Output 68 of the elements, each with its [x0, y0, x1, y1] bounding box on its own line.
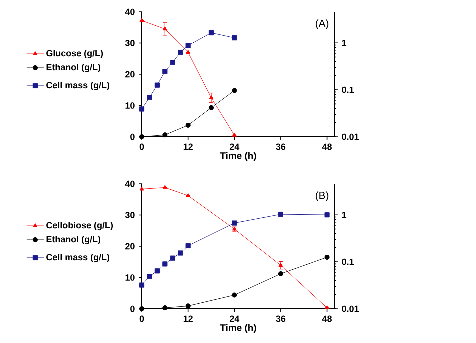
- point: [209, 95, 214, 100]
- point: [186, 243, 191, 249]
- x-axis-title: Time (h): [220, 152, 256, 162]
- point: [139, 282, 145, 288]
- point: [232, 88, 238, 94]
- legend-label: Cell mass (g/L): [46, 82, 110, 90]
- x-tick-label: 12: [184, 144, 193, 150]
- point: [232, 292, 238, 298]
- y2-tick-label: 0.1: [342, 86, 354, 94]
- point: [278, 212, 284, 218]
- y-tick-label: 0: [130, 134, 135, 140]
- point: [162, 132, 168, 138]
- y-tick-label: 30: [125, 40, 135, 46]
- x-tick-label: 48: [322, 144, 332, 150]
- point: [232, 220, 238, 226]
- point: [154, 268, 160, 274]
- point: [170, 60, 176, 66]
- point: [139, 106, 145, 112]
- point: [324, 212, 330, 218]
- legend-label: Glucose (g/L): [46, 50, 104, 58]
- y2-tick-label: 1: [342, 40, 347, 46]
- point: [162, 306, 168, 311]
- y-tick-label: 40: [125, 180, 135, 188]
- x-tick-label: 48: [322, 316, 332, 322]
- point: [147, 95, 152, 100]
- y2-tick-label: 1: [342, 212, 347, 218]
- legend-label: Cellobiose (g/L): [46, 222, 114, 230]
- legend-label: Ethanol (g/L): [46, 236, 101, 244]
- point: [208, 30, 214, 36]
- y-tick-label: 10: [126, 102, 135, 109]
- y2-tick-label: 0.01: [342, 306, 360, 312]
- legend-label: Cell mass (g/L): [46, 254, 110, 262]
- x-tick-label: 12: [184, 316, 193, 322]
- point: [162, 69, 168, 74]
- point: [139, 306, 145, 312]
- y2-tick-label: 0.1: [342, 258, 354, 266]
- x-tick-label: 36: [276, 144, 286, 150]
- text: (A): [316, 20, 329, 30]
- x-tick-label: 24: [230, 316, 240, 322]
- x-tick-label: 36: [276, 316, 286, 322]
- point: [324, 254, 330, 260]
- legend-label: Ethanol (g/L): [46, 64, 101, 72]
- y-tick-label: 10: [126, 274, 135, 281]
- point: [232, 36, 238, 41]
- x-tick-label: 0: [140, 144, 144, 150]
- y-tick-label: 0: [130, 306, 135, 312]
- x-axis-title: Time (h): [220, 324, 256, 334]
- y-tick-label: 30: [125, 212, 135, 218]
- y-tick-label: 40: [125, 8, 135, 16]
- point: [186, 193, 191, 198]
- text: (B): [316, 192, 329, 202]
- x-tick-label: 24: [230, 144, 240, 150]
- x-tick-label: 0: [140, 316, 144, 322]
- point: [170, 256, 176, 261]
- point: [186, 304, 191, 309]
- y2-tick-label: 0.01: [342, 134, 360, 140]
- point: [147, 274, 152, 280]
- point: [154, 82, 160, 88]
- y-tick-label: 20: [126, 71, 135, 78]
- point: [139, 134, 145, 140]
- point: [186, 122, 191, 128]
- point: [178, 50, 184, 56]
- point: [186, 43, 191, 48]
- point: [162, 26, 168, 31]
- point: [162, 262, 168, 267]
- y-tick-label: 20: [126, 243, 135, 250]
- point: [208, 105, 214, 110]
- point: [178, 250, 184, 256]
